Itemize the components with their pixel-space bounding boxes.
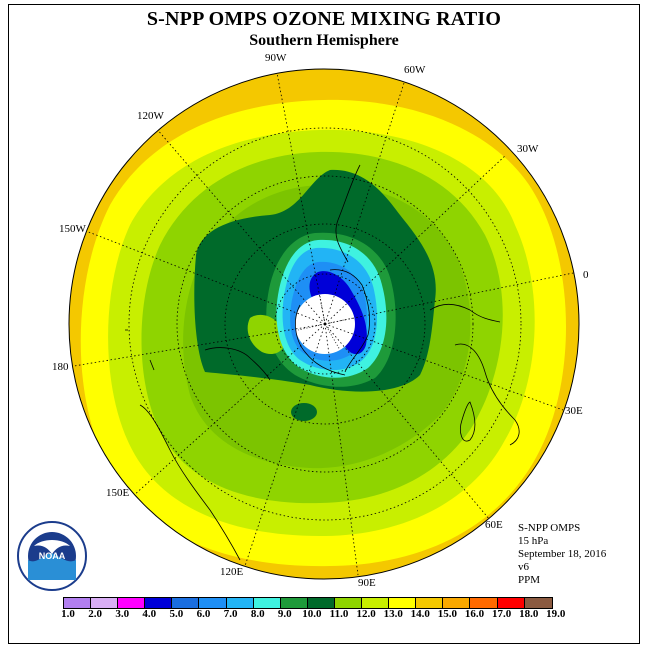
info-units: PPM (518, 574, 541, 586)
info-version: v6 (518, 561, 529, 573)
lon-label-150e: 150E (106, 487, 130, 499)
latitude-circles (128, 127, 522, 521)
meridians (73, 72, 579, 576)
lon-label-150w: 150W (59, 223, 87, 235)
colorbar-tick-label: 10.0 (302, 608, 322, 620)
colorbar-tick-label: 7.0 (223, 608, 238, 620)
colorbar-swatch (64, 598, 92, 608)
lon-label-60e: 60E (485, 519, 503, 531)
colorbar-tick-label: 6.0 (196, 608, 211, 620)
colorbar-tick-label: 12.0 (356, 608, 376, 620)
colorbar-tick-label: 14.0 (410, 608, 430, 620)
colorbar-swatch (470, 598, 498, 608)
ozone-blob-west (247, 314, 286, 355)
map-title: S-NPP OMPS OZONE MIXING RATIO (146, 8, 502, 30)
colorbar-tick-label: 15.0 (437, 608, 458, 620)
lon-label-120e: 120E (220, 566, 244, 578)
lon-label-0: 0 (583, 269, 589, 281)
colorbar-swatch (443, 598, 471, 608)
logo-text: NOAA (39, 551, 66, 561)
colorbar-swatch (172, 598, 200, 608)
colorbar-tick-label: 17.0 (491, 608, 512, 620)
colorbar-swatch (253, 598, 281, 608)
lon-label-120w: 120W (137, 110, 165, 122)
lon-label-30e: 30E (565, 405, 583, 417)
colorbar-swatch (389, 598, 417, 608)
colorbar-swatch (118, 598, 146, 608)
polar-graticule (297, 295, 354, 351)
colorbar-swatch (524, 598, 552, 608)
lon-label-60w: 60W (404, 64, 426, 76)
map-outline (68, 68, 580, 580)
colorbar-swatch (307, 598, 335, 608)
info-level: 15 hPa (518, 535, 549, 547)
colorbar-tick-label: 19.0 (546, 608, 566, 620)
lon-label-90w: 90W (265, 52, 287, 64)
coastlines (125, 164, 520, 561)
colorbar-swatch (280, 598, 308, 608)
colorbar-tick-label: 1.0 (61, 608, 75, 620)
colorbar-swatch (416, 598, 444, 608)
colorbar-tick-label: 13.0 (383, 608, 403, 620)
colorbar-swatch (91, 598, 119, 608)
colorbar-tick-label: 4.0 (142, 608, 157, 620)
map-subtitle: Southern Hemisphere (249, 32, 399, 49)
colorbar-tick-label: 11.0 (329, 608, 349, 620)
lon-label-30w: 30W (517, 143, 539, 155)
ozone-pocket (291, 403, 317, 421)
colorbar-tick-label: 16.0 (464, 608, 485, 620)
info-block: S-NPP OMPS 15 hPa September 18, 2016 v6 … (518, 522, 606, 587)
colorbar-tick-label: 18.0 (519, 608, 539, 620)
figure-frame (8, 4, 640, 644)
colorbar-tick-label: 5.0 (169, 608, 184, 620)
colorbar-swatch (362, 598, 390, 608)
lon-label-90e: 90E (358, 577, 376, 589)
colorbar-tick-label: 8.0 (250, 608, 265, 620)
colorbar-ticks: 1.0 2.0 3.0 4.0 5.0 6.0 7.0 8.0 9.0 10.0 11.0 12.0 1… (0, 608, 648, 624)
colorbar-swatch (199, 598, 227, 608)
colorbar-swatch (145, 598, 173, 608)
colorbar-swatch (497, 598, 525, 608)
info-date: September 18, 2016 (518, 548, 607, 560)
noaa-logo: NOAA (17, 521, 87, 591)
info-instrument: S-NPP OMPS (518, 522, 581, 534)
colorbar-tick-label: 2.0 (88, 608, 102, 620)
colorbar-tick-label: 9.0 (277, 608, 292, 620)
colorbar-swatch (226, 598, 254, 608)
colorbar (63, 597, 553, 609)
lon-label-180: 180 (52, 361, 69, 373)
colorbar-tick-label: 3.0 (115, 608, 130, 620)
colorbar-swatch (334, 598, 363, 608)
